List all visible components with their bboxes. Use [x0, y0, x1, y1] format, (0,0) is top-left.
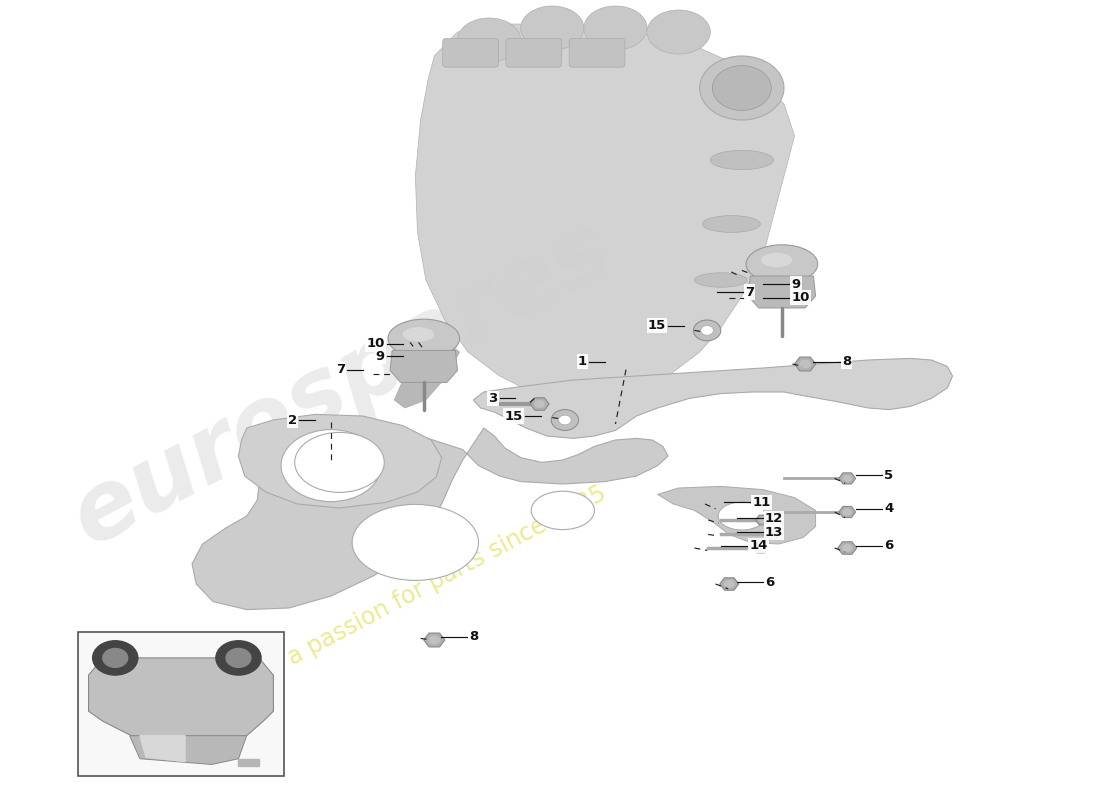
Text: 12: 12	[764, 512, 783, 525]
Text: 3: 3	[488, 392, 497, 405]
Circle shape	[843, 509, 851, 515]
Ellipse shape	[703, 215, 760, 232]
FancyBboxPatch shape	[569, 38, 625, 67]
Text: 14: 14	[749, 539, 768, 552]
Polygon shape	[239, 414, 442, 508]
Circle shape	[759, 517, 767, 523]
Text: a passion for parts since 1985: a passion for parts since 1985	[284, 482, 610, 670]
Circle shape	[216, 641, 261, 675]
Circle shape	[559, 415, 571, 425]
Text: 6: 6	[764, 576, 774, 589]
Circle shape	[102, 649, 128, 667]
Ellipse shape	[718, 502, 766, 530]
Polygon shape	[130, 736, 246, 765]
Ellipse shape	[388, 319, 460, 358]
Polygon shape	[88, 658, 274, 744]
Circle shape	[713, 66, 771, 110]
Text: 10: 10	[366, 338, 385, 350]
Ellipse shape	[280, 430, 381, 502]
Text: 13: 13	[764, 526, 783, 538]
Text: eurospares: eurospares	[56, 203, 627, 565]
Polygon shape	[719, 578, 739, 590]
Circle shape	[842, 544, 852, 552]
Circle shape	[693, 320, 720, 341]
Text: 6: 6	[884, 539, 893, 552]
Circle shape	[535, 400, 544, 408]
FancyBboxPatch shape	[78, 632, 284, 776]
Polygon shape	[794, 357, 815, 371]
Circle shape	[551, 410, 579, 430]
Polygon shape	[658, 486, 815, 544]
Text: 10: 10	[791, 291, 810, 304]
Text: 5: 5	[884, 469, 893, 482]
FancyBboxPatch shape	[506, 38, 562, 67]
Polygon shape	[239, 758, 258, 766]
FancyBboxPatch shape	[442, 38, 498, 67]
Polygon shape	[754, 543, 768, 553]
Ellipse shape	[647, 10, 711, 54]
Polygon shape	[424, 633, 444, 647]
Polygon shape	[764, 530, 779, 539]
Polygon shape	[839, 506, 856, 518]
Text: 8: 8	[842, 355, 851, 368]
Circle shape	[701, 326, 714, 335]
Circle shape	[92, 641, 138, 675]
Ellipse shape	[694, 273, 747, 287]
Circle shape	[757, 545, 764, 551]
Text: 9: 9	[376, 350, 385, 362]
Circle shape	[768, 531, 776, 538]
Polygon shape	[394, 336, 460, 408]
Ellipse shape	[531, 491, 594, 530]
Ellipse shape	[746, 245, 817, 283]
Text: 1: 1	[578, 355, 587, 368]
Ellipse shape	[761, 253, 792, 267]
Polygon shape	[748, 276, 815, 308]
Polygon shape	[416, 24, 794, 400]
Circle shape	[800, 360, 811, 368]
Circle shape	[700, 56, 784, 120]
Text: 8: 8	[469, 630, 478, 643]
Text: 15: 15	[648, 319, 666, 332]
Text: 11: 11	[752, 496, 771, 509]
Ellipse shape	[520, 6, 584, 50]
Polygon shape	[192, 428, 668, 610]
Ellipse shape	[295, 432, 384, 492]
Ellipse shape	[403, 327, 434, 342]
Ellipse shape	[352, 505, 478, 581]
Ellipse shape	[711, 150, 773, 170]
Circle shape	[227, 649, 251, 667]
Text: 9: 9	[791, 278, 801, 290]
Text: 15: 15	[505, 410, 522, 422]
Polygon shape	[839, 473, 856, 484]
Polygon shape	[530, 398, 549, 410]
Ellipse shape	[458, 18, 520, 62]
Polygon shape	[838, 542, 857, 554]
Polygon shape	[390, 350, 458, 382]
Text: 7: 7	[336, 363, 344, 376]
Polygon shape	[140, 736, 185, 762]
Circle shape	[843, 475, 851, 482]
Ellipse shape	[584, 6, 647, 50]
Polygon shape	[473, 358, 953, 438]
Circle shape	[429, 635, 440, 645]
Polygon shape	[756, 515, 770, 525]
Text: 7: 7	[745, 286, 755, 298]
Circle shape	[724, 580, 735, 588]
Text: 4: 4	[884, 502, 893, 515]
Text: 2: 2	[288, 414, 297, 426]
